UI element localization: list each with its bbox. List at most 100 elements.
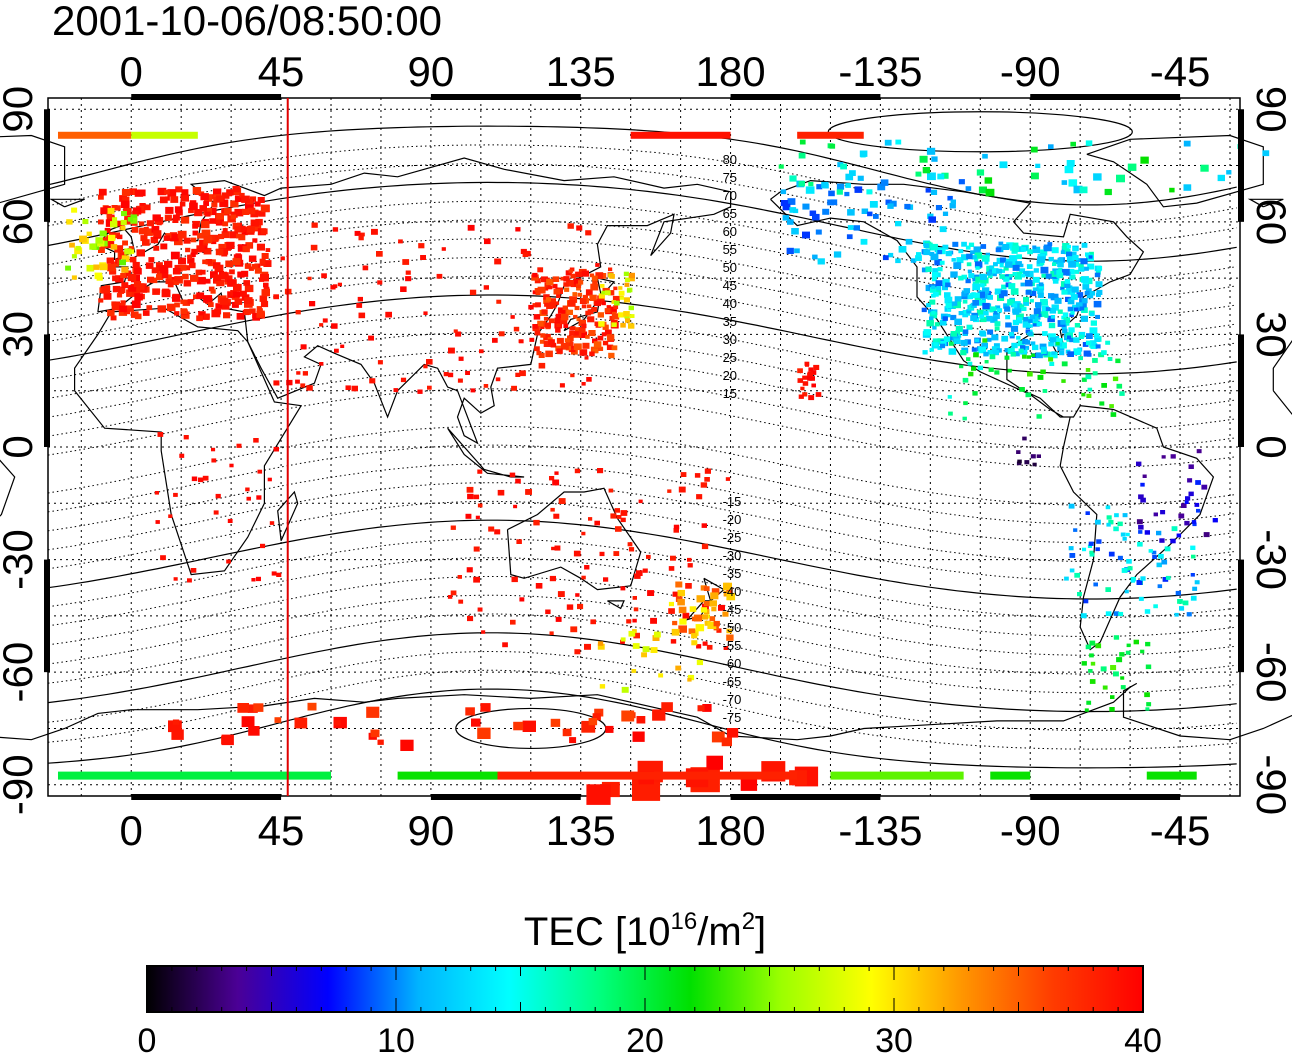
tec-cell <box>581 575 586 580</box>
tec-cell <box>134 313 142 320</box>
tec-cell <box>620 322 626 328</box>
tec-cell <box>966 324 973 330</box>
tec-cell <box>967 294 974 300</box>
tec-cell <box>1066 160 1075 167</box>
tec-cell <box>1112 376 1119 382</box>
tec-cell <box>245 242 253 248</box>
tec-cell <box>939 226 947 233</box>
tec-cell <box>477 607 483 612</box>
tec-cell <box>1138 524 1144 530</box>
frame-bar-bottom <box>131 794 282 800</box>
tec-cell <box>633 632 640 639</box>
tec-cell <box>502 642 508 648</box>
tec-cell <box>556 348 563 354</box>
tec-cell <box>1023 270 1030 277</box>
frame-bar-bottom <box>730 794 881 800</box>
tec-cell <box>976 309 984 316</box>
tec-cell <box>942 316 948 321</box>
tec-cell <box>629 314 635 318</box>
tec-cell <box>1025 289 1032 295</box>
tec-cell <box>1026 355 1031 359</box>
tec-cell <box>1089 653 1094 658</box>
tec-cell <box>926 147 936 155</box>
tec-cell <box>1085 140 1093 146</box>
tec-cell <box>515 372 521 377</box>
tec-cell <box>71 254 77 259</box>
tec-cell <box>165 206 174 214</box>
tec-cell <box>541 276 548 283</box>
tec-cell <box>1027 331 1033 336</box>
tec-cell <box>131 131 198 139</box>
tec-cell <box>1184 520 1190 526</box>
tec-cell <box>510 315 515 319</box>
tec-cell <box>182 299 190 306</box>
tec-cell <box>581 304 587 309</box>
tec-cell <box>174 237 183 246</box>
tec-cell <box>248 726 260 736</box>
tec-cell <box>554 317 561 323</box>
tec-cell <box>237 271 245 278</box>
tec-cell <box>256 495 262 500</box>
map-panel: 8075706560555045403530252015-15-20-25-30… <box>0 48 1292 854</box>
tec-cell <box>1161 455 1166 459</box>
tec-cell <box>1146 771 1197 780</box>
tec-cell <box>597 312 604 318</box>
tec-cell <box>802 392 808 397</box>
tec-cell <box>615 526 622 532</box>
tec-cell <box>146 228 154 235</box>
tec-cell <box>578 327 586 333</box>
tec-cell <box>1035 163 1041 168</box>
tec-cell <box>1009 255 1018 262</box>
tec-cell <box>251 264 259 270</box>
tec-cell <box>1060 250 1065 254</box>
tec-cell <box>467 224 475 231</box>
tec-cell <box>218 233 225 240</box>
tec-cell <box>192 187 202 195</box>
tec-cell <box>610 513 617 519</box>
tec-cell <box>636 570 643 576</box>
tec-cell <box>256 243 265 251</box>
tec-cell <box>183 237 191 244</box>
tec-cell <box>780 200 789 207</box>
tec-cell <box>160 555 166 561</box>
tec-cell <box>594 321 600 326</box>
tec-cell <box>996 268 1002 274</box>
tec-cell <box>802 203 810 210</box>
tec-cell <box>477 503 483 508</box>
tec-cell <box>234 208 244 217</box>
tec-cell <box>632 596 637 600</box>
coastline <box>770 179 1215 651</box>
tec-cell <box>113 232 120 239</box>
tec-cell <box>473 576 480 583</box>
tec-cell <box>1005 322 1012 328</box>
tec-cell <box>1120 676 1125 680</box>
tec-cell <box>126 289 135 297</box>
tec-cell <box>564 338 570 343</box>
tec-cell <box>626 289 631 293</box>
tec-cell <box>1099 401 1105 406</box>
tec-cell <box>677 589 685 597</box>
tec-cell <box>351 385 358 392</box>
tec-cell <box>563 323 569 328</box>
tec-cell <box>1015 303 1023 310</box>
coastline <box>730 682 1292 741</box>
contour-line <box>47 294 1237 375</box>
tec-cell <box>188 208 194 214</box>
tec-cell <box>866 189 873 195</box>
colorbar-tick-label: 10 <box>377 1022 415 1057</box>
tec-cell <box>271 571 277 576</box>
tec-cell <box>368 335 374 341</box>
tec-cell <box>1094 337 1101 342</box>
tec-cell <box>802 381 809 386</box>
tec-cell <box>537 286 546 294</box>
tec-cell <box>1087 387 1093 392</box>
tec-cell <box>948 348 957 355</box>
tec-cell <box>984 360 989 364</box>
tec-cell <box>933 342 938 347</box>
tec-cell <box>595 263 600 267</box>
tec-cell <box>915 255 922 261</box>
tec-cell <box>191 249 198 255</box>
tec-cell <box>935 280 943 286</box>
tec-cell <box>354 230 361 236</box>
